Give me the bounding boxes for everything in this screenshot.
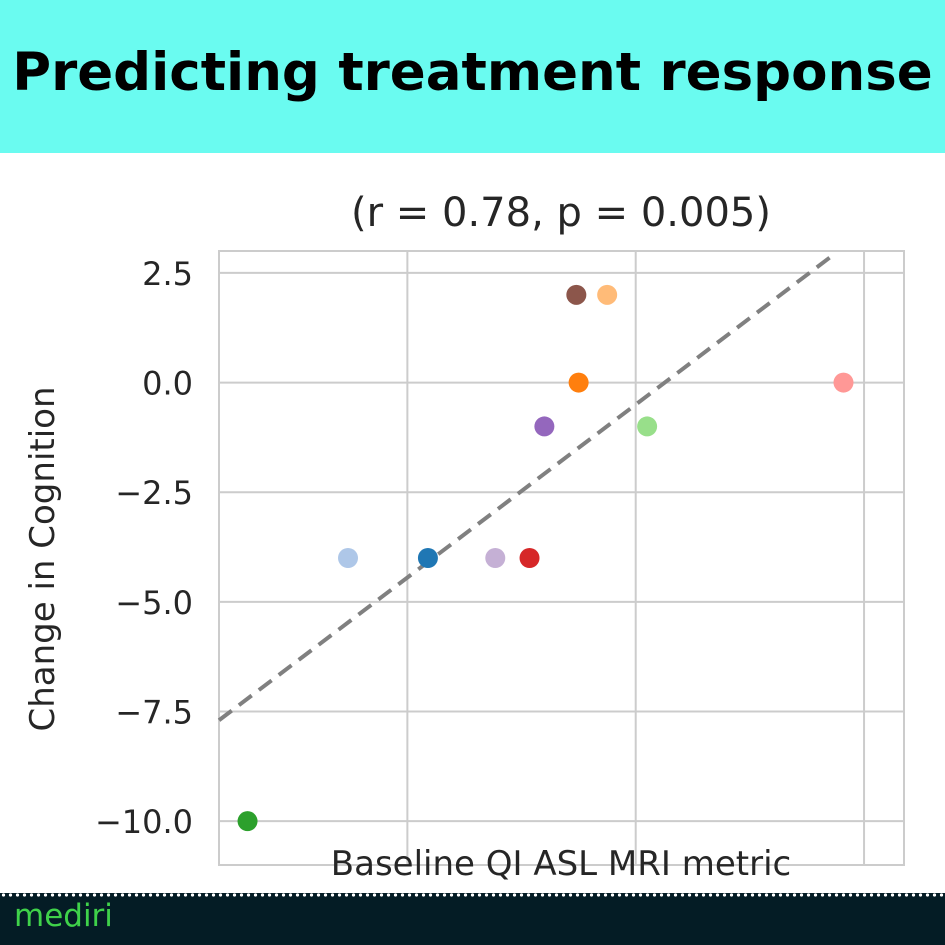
y-tick-label: 0.0 — [142, 365, 193, 403]
x-axis-label: Baseline QI ASL MRI metric — [331, 844, 791, 884]
scatter-point — [568, 372, 589, 393]
scatter-point — [534, 416, 555, 437]
regression-line — [217, 251, 837, 722]
scatter-point — [237, 811, 258, 832]
plot-frame — [218, 250, 905, 866]
y-tick-label: −5.0 — [115, 584, 193, 622]
scatter-point — [417, 548, 438, 568]
y-axis-label: Change in Cognition — [23, 386, 63, 731]
scatter-point — [485, 548, 506, 568]
chart-title: (r = 0.78, p = 0.005) — [351, 190, 771, 236]
footer-bar: mediri — [0, 893, 945, 945]
footer-dotted-border — [0, 893, 945, 899]
chart-svg: −2022.50.0−2.5−5.0−7.5−10.0 (r = 0.78, p… — [23, 190, 905, 930]
scatter-chart: −2022.50.0−2.5−5.0−7.5−10.0 (r = 0.78, p… — [0, 153, 945, 930]
y-tick-label: −7.5 — [115, 694, 193, 732]
scatter-point — [597, 284, 618, 305]
scatter-point — [519, 548, 540, 568]
header-banner: Predicting treatment response — [0, 0, 945, 153]
y-tick-label: −10.0 — [95, 803, 193, 841]
y-tick-label: −2.5 — [115, 474, 193, 512]
scatter-point — [637, 416, 658, 437]
y-tick-label: 2.5 — [142, 255, 193, 293]
page-title: Predicting treatment response — [12, 42, 933, 103]
scatter-point — [833, 372, 854, 393]
scatter-point — [566, 284, 587, 305]
brand-logo: mediri — [14, 898, 113, 934]
scatter-point — [338, 548, 359, 568]
